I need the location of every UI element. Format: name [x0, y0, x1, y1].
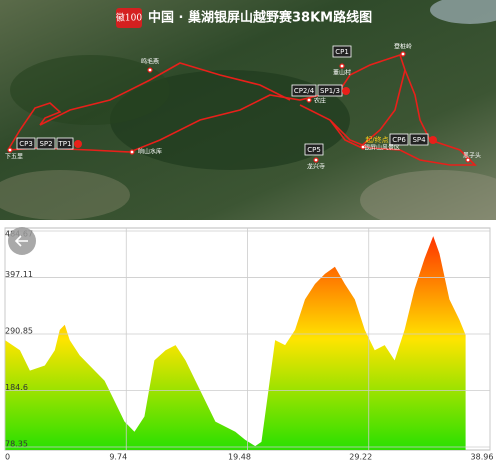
checkpoints: CP1 CP2/4 SP1/3 CP5 CP6 SP4 CP3 SP2 TP1	[16, 45, 429, 156]
back-button[interactable]	[8, 227, 36, 255]
x-tick-label: 29.22	[349, 453, 372, 462]
checkpoint: SP4	[412, 136, 426, 144]
place: 黑子头	[463, 152, 481, 160]
checkpoint: CP1	[335, 48, 349, 56]
place: 响山水库	[138, 148, 162, 156]
logo: 徽100	[116, 12, 142, 24]
checkpoint: CP2/4	[294, 87, 315, 95]
forest	[110, 70, 350, 170]
map-title: 中国 · 巢湖银屏山越野赛38KM路线图	[148, 10, 372, 26]
x-tick-label: 9.74	[109, 453, 127, 462]
map: 徽100 中国 · 巢湖银屏山越野赛38KM路线图 CP1 CP2/4 SP1/…	[0, 0, 496, 230]
village	[360, 170, 496, 230]
place: 银屏山风景区	[364, 144, 400, 152]
place: 龙兴寺	[307, 163, 325, 171]
x-tick-label: 0	[5, 453, 10, 462]
markers	[7, 51, 471, 163]
place: 鸣毛燕	[141, 58, 159, 66]
place: 董山村	[333, 69, 351, 77]
back-arrow[interactable]	[14, 235, 28, 247]
checkpoint: SP1/3	[320, 87, 340, 95]
route	[7, 53, 477, 166]
fields	[0, 170, 130, 220]
checkpoint: CP3	[19, 140, 33, 148]
place: 登桩岭	[394, 43, 412, 51]
forest	[10, 55, 170, 125]
y-tick-label: 397.11	[5, 270, 33, 279]
lake	[430, 0, 496, 24]
y-tick-label: 290.85	[5, 327, 33, 336]
x-tick-label: 38.96	[471, 453, 494, 462]
elevation-chart: 78.35184.6290.85397.11484.6709.7419.4829…	[4, 227, 494, 462]
aid-stations	[74, 87, 437, 148]
elevation-area	[5, 236, 466, 450]
place: 农庄	[314, 97, 326, 105]
logo-badge	[116, 8, 142, 28]
checkpoint: CP6	[392, 136, 406, 144]
y-tick-label: 184.6	[5, 383, 28, 392]
place: 下五里	[5, 154, 23, 161]
checkpoint: SP2	[39, 140, 52, 148]
y-tick-label: 78.35	[5, 440, 28, 449]
checkpoint: TP1	[58, 140, 72, 148]
start-finish: 起/终点	[365, 135, 388, 144]
checkpoint: CP5	[307, 146, 321, 154]
x-tick-label: 19.48	[228, 453, 251, 462]
